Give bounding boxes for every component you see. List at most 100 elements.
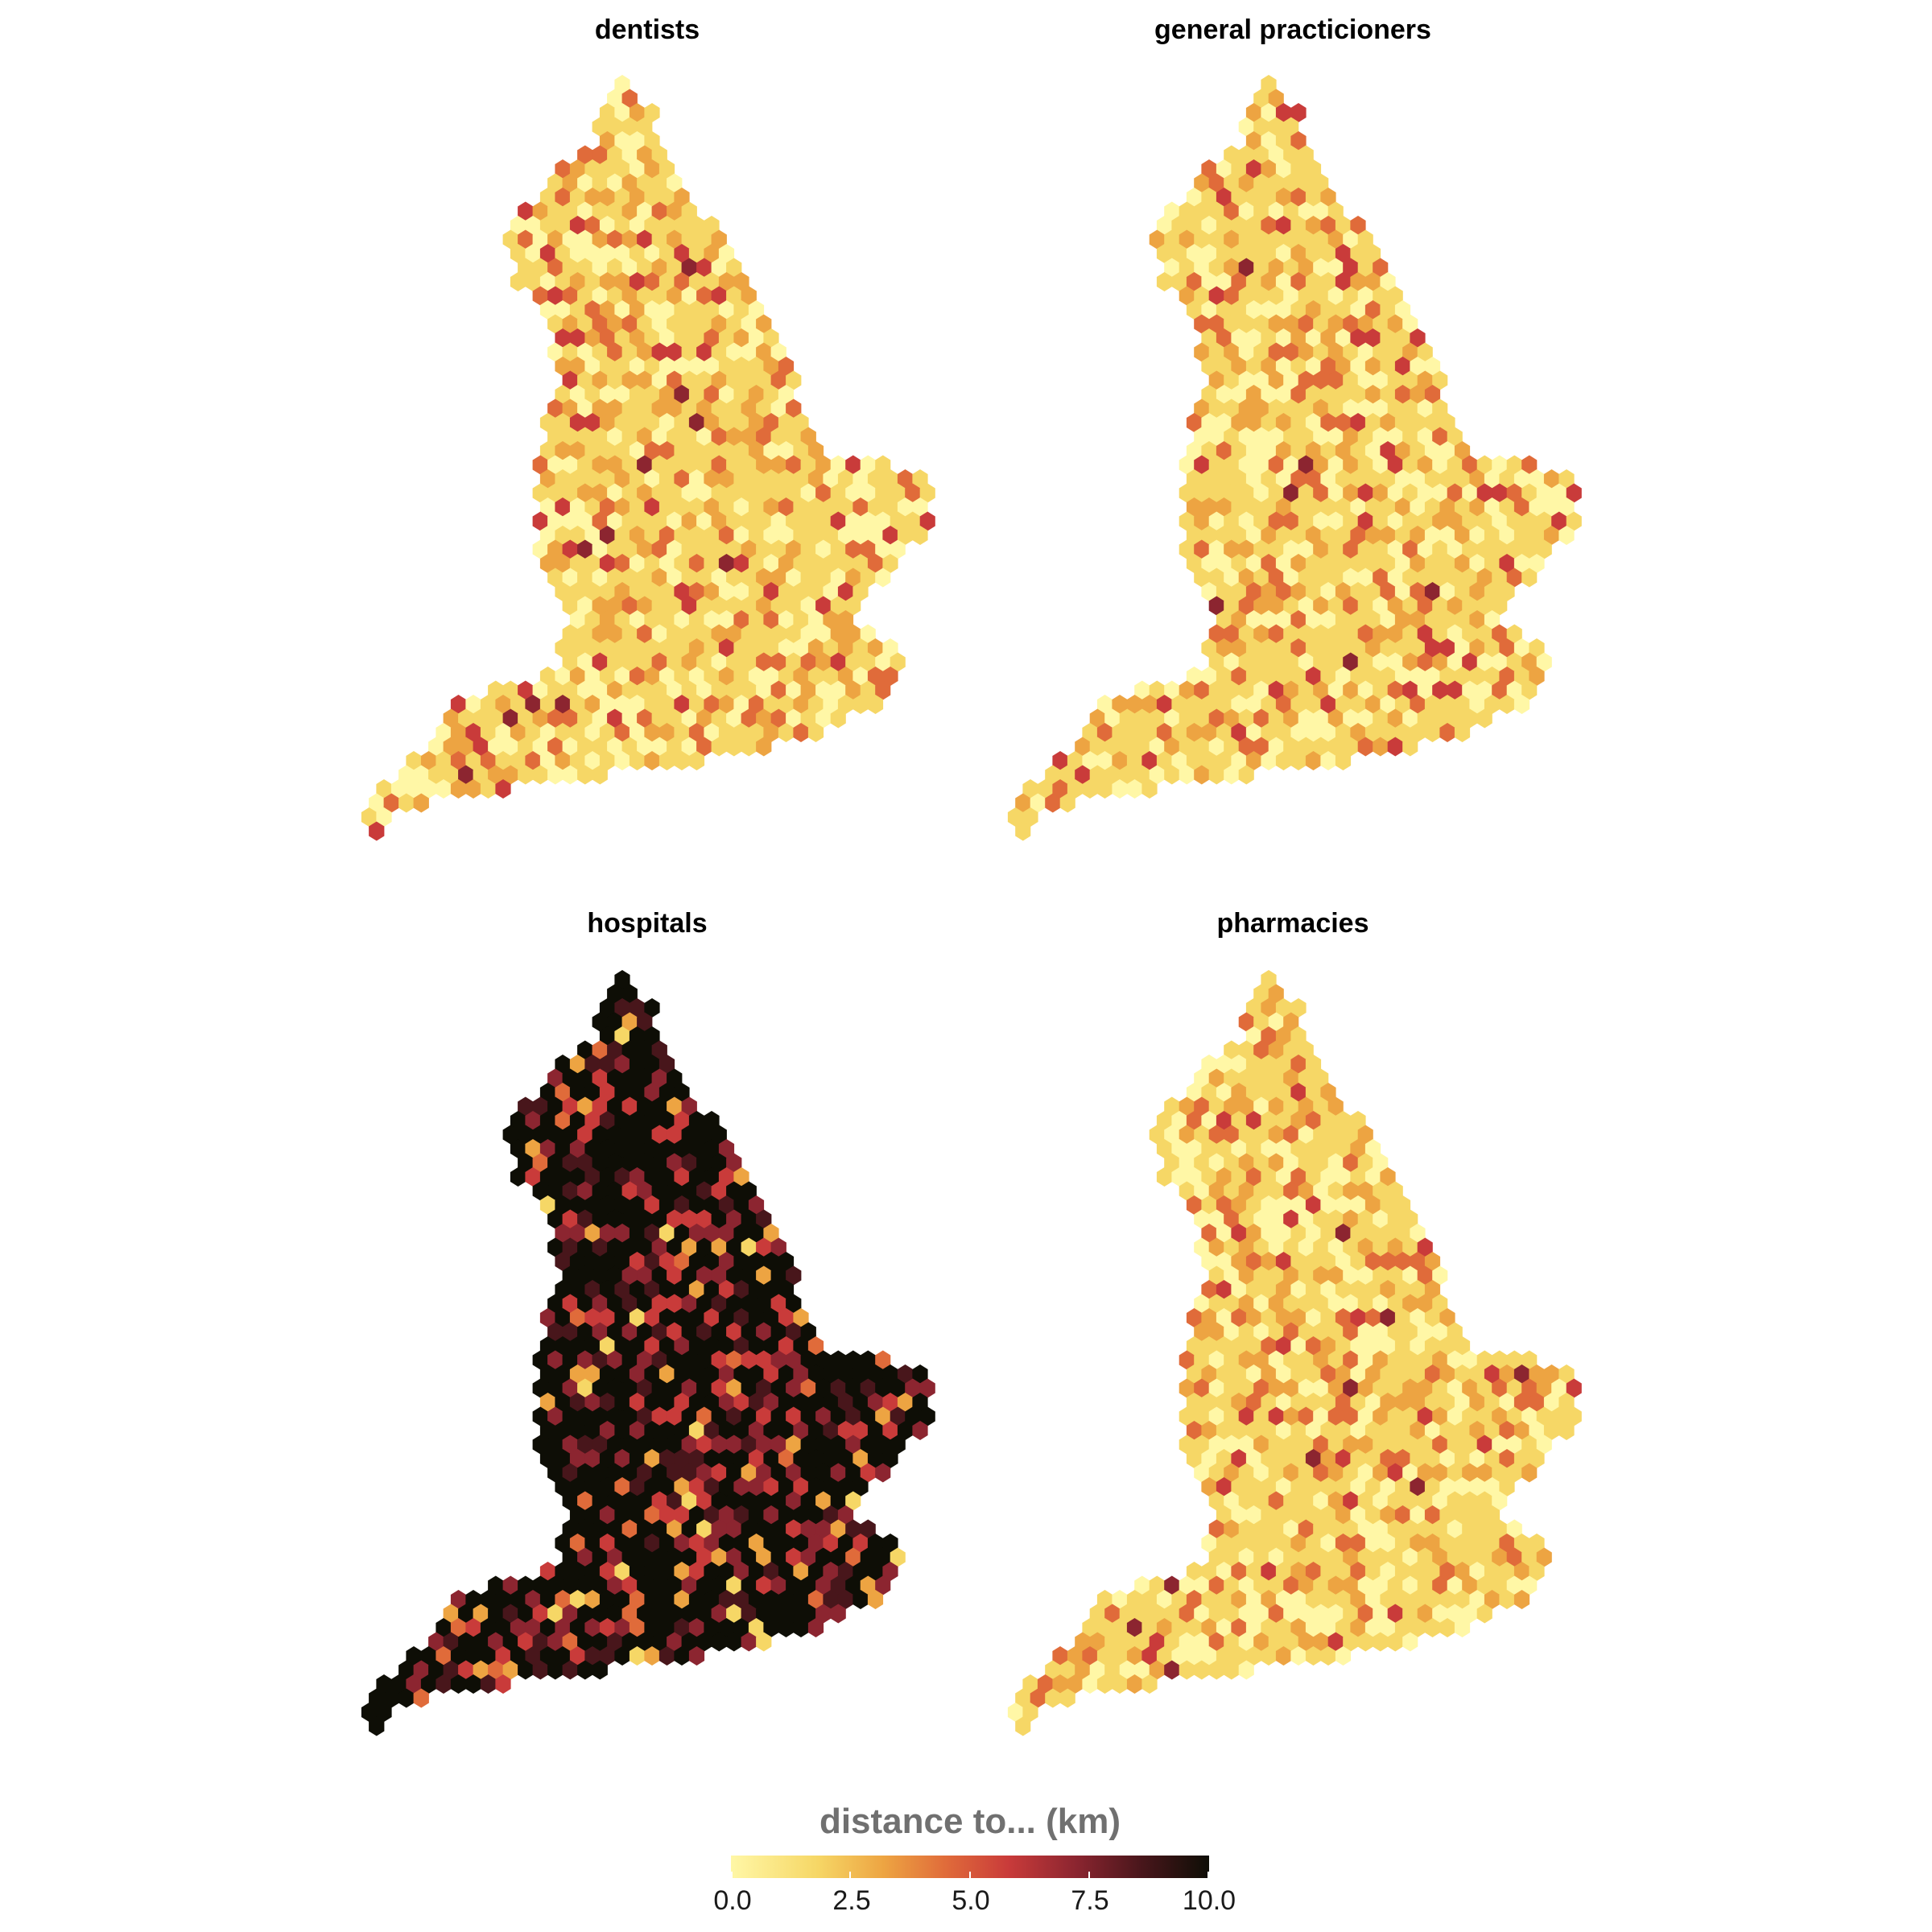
hex-cell: [704, 272, 720, 291]
hex-cell: [733, 300, 749, 320]
hex-cell: [637, 539, 653, 559]
hex-cell: [1156, 1139, 1173, 1158]
legend-tick-mark: [849, 1872, 851, 1878]
hex-cell: [1343, 286, 1359, 306]
hex-cell: [599, 1195, 616, 1215]
hex-cell: [584, 582, 601, 601]
hex-cell: [1417, 1435, 1433, 1455]
hex-cell: [1261, 441, 1277, 460]
hex-cell: [539, 1111, 556, 1130]
hex-cell: [1224, 596, 1240, 616]
hex-cell: [1208, 624, 1224, 644]
hex-cell: [1364, 357, 1381, 376]
hex-cell: [1373, 1519, 1389, 1539]
hex-cell: [1245, 300, 1262, 320]
hex-cell: [763, 695, 779, 714]
hex-cell: [1335, 469, 1352, 489]
hex-cell: [621, 427, 638, 447]
hex-cell: [1305, 610, 1322, 630]
hex-cell: [621, 1632, 638, 1652]
hex-cell: [890, 652, 906, 672]
hex-cell: [1313, 314, 1329, 334]
hex-cell: [651, 1632, 667, 1652]
hex-cell: [1364, 1364, 1381, 1384]
hex-cell: [674, 610, 690, 630]
hex-cell: [614, 1139, 630, 1158]
hex-cell: [621, 229, 638, 250]
hex-cell: [741, 1435, 757, 1455]
hex-cell: [621, 1294, 638, 1314]
hex-cell: [577, 1632, 593, 1652]
hex-cell: [897, 1421, 914, 1440]
hex-cell: [644, 638, 660, 658]
hex-cell: [696, 1547, 712, 1567]
hex-cell: [1283, 314, 1299, 334]
hex-cell: [495, 1674, 511, 1694]
hex-cell: [726, 1378, 742, 1398]
hex-cell: [629, 1252, 646, 1271]
hex-cell: [488, 680, 504, 700]
hex-cell: [637, 1350, 653, 1370]
hex-cell: [667, 398, 683, 419]
hex-cell: [547, 1096, 564, 1117]
hex-cell: [644, 610, 660, 630]
hex-cell: [361, 1703, 378, 1722]
hex-cell: [1298, 1209, 1314, 1229]
hex-cell: [1245, 357, 1262, 376]
hex-cell: [1343, 1547, 1359, 1567]
hex-cell: [637, 1237, 653, 1257]
hex-cell: [696, 652, 712, 672]
hex-cell: [555, 554, 571, 573]
hex-cell: [1462, 652, 1478, 672]
hex-cell: [1238, 1547, 1254, 1567]
hex-cell: [1364, 1280, 1381, 1299]
hex-cell: [584, 469, 601, 489]
hex-cell: [718, 300, 735, 320]
hex-cell: [1179, 229, 1195, 250]
hex-cell: [562, 483, 578, 503]
hex-cell: [651, 1068, 667, 1088]
hex-cell: [741, 1463, 757, 1483]
hex-cell: [1238, 483, 1254, 503]
hex-cell: [1290, 1336, 1307, 1356]
hex-cell: [1238, 1604, 1254, 1624]
hex-cell: [1216, 582, 1232, 601]
hex-cell: [562, 1547, 578, 1567]
hex-cell: [1380, 1336, 1396, 1356]
hex-cell: [770, 455, 786, 475]
hex-cell: [793, 1336, 809, 1356]
hex-cell: [1432, 1322, 1448, 1342]
hex-cell: [629, 244, 646, 263]
hex-cell: [532, 1350, 548, 1370]
hex-cell: [644, 723, 660, 742]
hex-cell: [1253, 427, 1269, 447]
hex-cell: [733, 1252, 749, 1271]
hex-cell: [510, 272, 526, 291]
hex-cell: [1231, 1562, 1247, 1581]
hex-cell: [562, 1181, 578, 1201]
hex-cell: [1231, 1195, 1247, 1215]
hex-cell: [1238, 342, 1254, 362]
hex-cell: [875, 1575, 891, 1596]
hex-cell: [1245, 1646, 1262, 1666]
hex-cell: [807, 1449, 824, 1468]
hex-cell: [1439, 610, 1455, 630]
hex-cell: [1492, 483, 1508, 503]
hex-cell: [696, 483, 712, 503]
hex-cell: [667, 201, 683, 221]
hex-cell: [1410, 695, 1426, 714]
hex-cell: [756, 511, 772, 531]
hex-cell: [830, 624, 846, 644]
hex-cell: [1447, 1547, 1463, 1567]
hex-cell: [607, 1237, 623, 1257]
hex-cell: [837, 1449, 854, 1468]
hex-cell: [629, 441, 646, 460]
hex-cell: [1149, 737, 1165, 757]
hex-cell: [614, 1364, 630, 1384]
hex-cell: [1410, 1590, 1426, 1609]
hex-cell: [465, 723, 481, 742]
hex-cell: [681, 342, 697, 362]
hex-cell: [1313, 370, 1329, 390]
hex-cell: [577, 1575, 593, 1596]
hex-cell: [1462, 511, 1478, 531]
